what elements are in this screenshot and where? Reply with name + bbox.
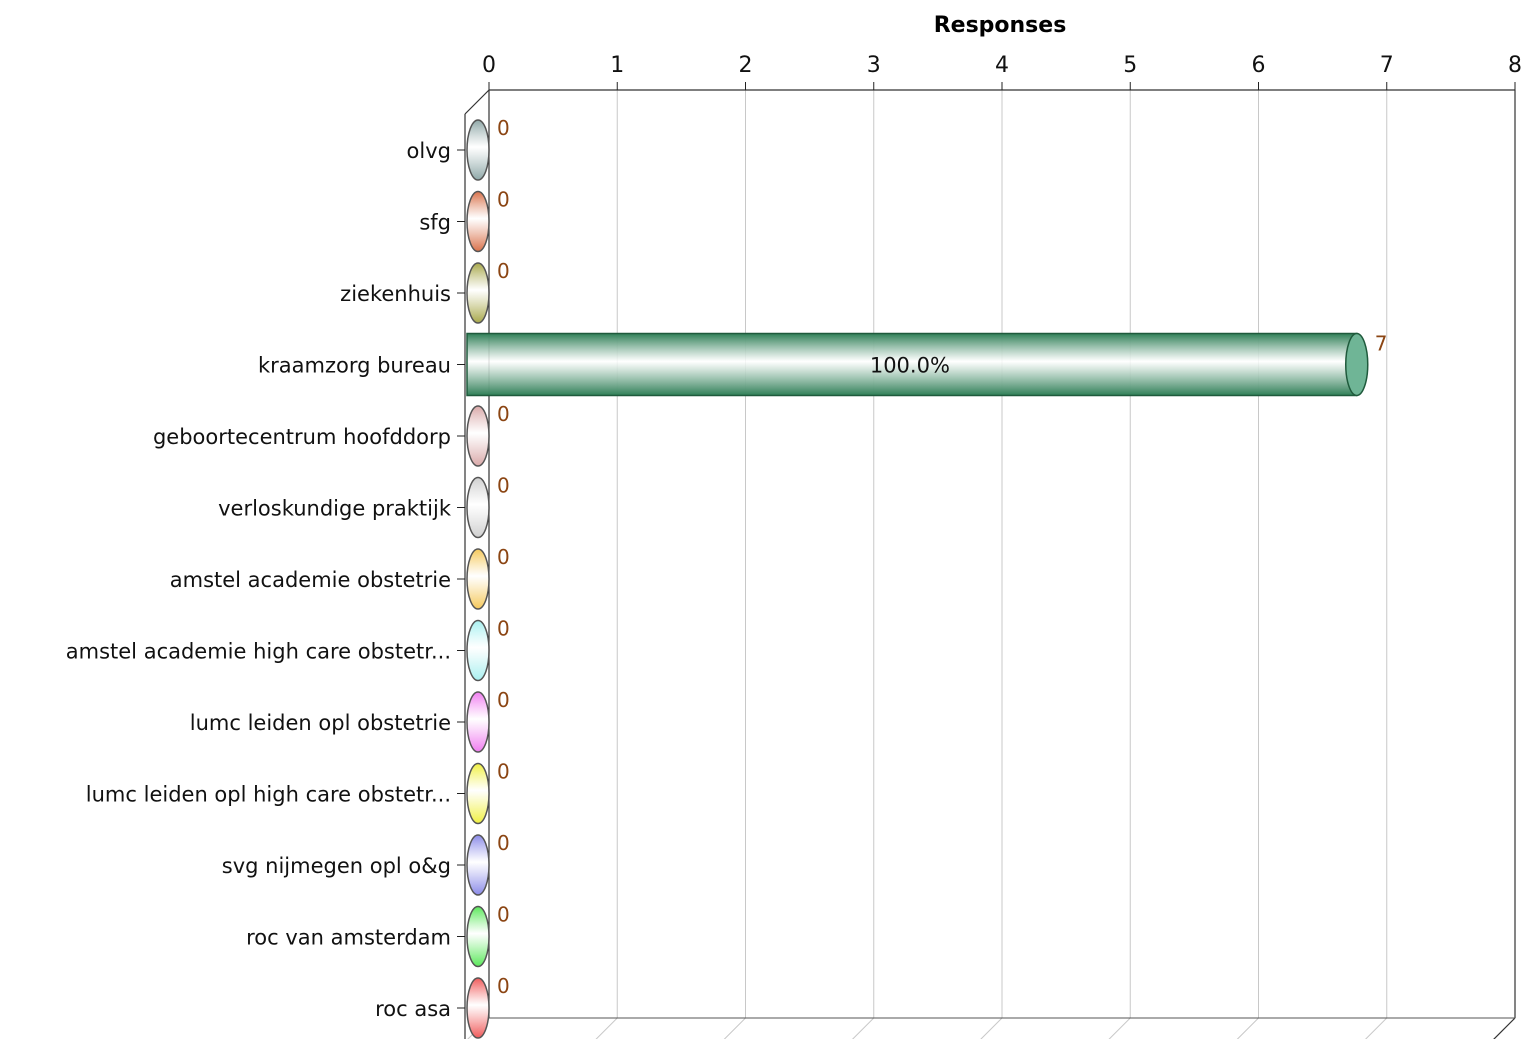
frame-edge <box>1493 1017 1516 1039</box>
category-label: amstel academie high care obstetr... <box>66 640 451 664</box>
bar <box>466 548 490 610</box>
x-tick-label: 6 <box>1252 53 1266 78</box>
x-tick-label: 0 <box>482 53 496 78</box>
category-label: amstel academie obstetrie <box>170 568 451 592</box>
category-label: roc van amsterdam <box>246 926 451 950</box>
gridline-depth <box>852 1017 875 1039</box>
x-axis-title: Responses <box>934 13 1067 38</box>
gridline-depth <box>723 1017 746 1039</box>
bar-end-cap <box>1345 332 1369 397</box>
category-label: geboortecentrum hoofddorp <box>153 425 451 449</box>
x-axis-ticks: 0 1 2 3 4 5 6 7 8 <box>482 53 1522 90</box>
category-label: olvg <box>407 139 451 163</box>
bars: 0 0 0 100.0% 7 0 0 0 0 0 0 0 0 0 <box>466 116 1388 1039</box>
bar-value-label: 0 <box>497 116 510 140</box>
x-tick-label: 4 <box>995 53 1009 78</box>
category-label: svg nijmegen opl o&g <box>222 854 451 878</box>
bar-value-label: 0 <box>497 617 510 641</box>
frame-edge <box>464 89 490 115</box>
x-tick-label: 2 <box>739 53 753 78</box>
bar-value-label: 0 <box>497 688 510 712</box>
x-tick-label: 8 <box>1508 53 1522 78</box>
category-label: ziekenhuis <box>340 282 451 306</box>
bar-value-label: 0 <box>497 831 510 855</box>
bar <box>466 119 490 181</box>
y-axis-categories: olvg sfg ziekenhuis kraamzorg bureau geboort… <box>66 139 465 1021</box>
bar <box>466 762 490 825</box>
gridline-depth <box>595 1017 618 1039</box>
bar <box>466 905 490 968</box>
bar <box>466 190 490 253</box>
x-tick-label: 7 <box>1380 53 1394 78</box>
bar <box>466 262 490 324</box>
x-tick-label: 1 <box>610 53 624 78</box>
x-tick-label: 5 <box>1123 53 1137 78</box>
bar-value-label: 0 <box>497 545 510 569</box>
bar <box>466 332 1358 397</box>
category-label: sfg <box>419 211 451 235</box>
gridline-depth <box>1365 1017 1388 1039</box>
bar <box>466 476 490 539</box>
bar-value-label: 0 <box>497 259 510 283</box>
plot-frame <box>464 89 1516 1039</box>
category-label: verloskundige praktijk <box>218 497 452 521</box>
bar <box>466 619 490 682</box>
bar-percent-label: 100.0% <box>870 354 950 378</box>
bar-value-label: 7 <box>1375 332 1388 356</box>
x-tick-label: 3 <box>867 53 881 78</box>
gridline-depth <box>1236 1017 1259 1039</box>
bar-value-label: 0 <box>497 474 510 498</box>
gridline-depth <box>980 1017 1003 1039</box>
category-label: lumc leiden opl obstetrie <box>190 711 451 735</box>
gridlines <box>467 90 1516 1039</box>
bar <box>466 977 490 1039</box>
bar-value-label: 0 <box>497 760 510 784</box>
bar <box>466 834 490 896</box>
bar-value-label: 0 <box>497 974 510 998</box>
category-label: roc asa <box>375 997 451 1021</box>
gridline-depth <box>1108 1017 1131 1039</box>
category-label: kraamzorg bureau <box>258 354 451 378</box>
bar-value-label: 0 <box>497 188 510 212</box>
bar-value-label: 0 <box>497 402 510 426</box>
bar <box>466 691 490 753</box>
category-label: lumc leiden opl high care obstetr... <box>86 783 451 807</box>
bar-value-label: 0 <box>497 903 510 927</box>
bar <box>466 405 490 467</box>
